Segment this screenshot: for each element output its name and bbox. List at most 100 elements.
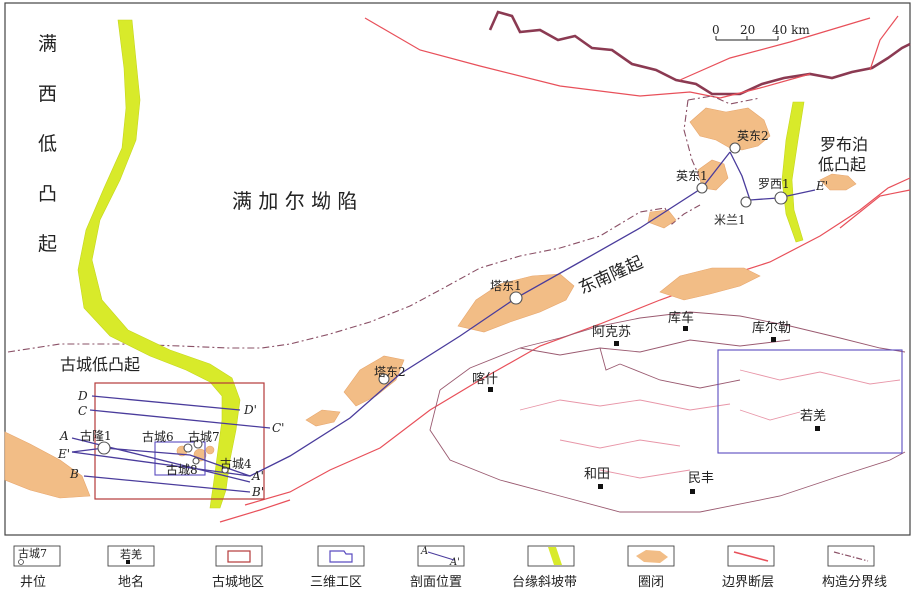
slope-belt-east [781,101,805,243]
svg-text:英东2: 英东2 [737,129,769,143]
well-luoxi1 [774,191,788,205]
svg-text:B: B [69,467,79,481]
svg-text:A: A [59,429,69,443]
svg-text:A': A' [449,557,460,568]
svg-text:库尔勒: 库尔勒 [752,320,791,336]
trap-east-small [647,209,677,229]
well-labels: 英东2 英东1 罗西1 米兰1 塔东1 塔东2 古隆1 古城6 古城7 古城8 … [80,129,790,477]
svg-text:圈闭: 圈闭 [638,575,664,590]
svg-text:凸: 凸 [38,183,57,205]
svg-text:地名: 地名 [118,574,144,590]
svg-text:古城4: 古城4 [220,456,252,471]
svg-text:古城8: 古城8 [166,462,198,477]
svg-text:台缘斜坡带: 台缘斜坡带 [512,575,577,590]
svg-text:若羌: 若羌 [800,408,826,424]
well-milan1 [740,196,752,208]
gucheng-area-box [94,382,265,500]
svg-text:库车: 库车 [668,310,694,326]
svg-text:边界断层: 边界断层 [722,575,774,590]
well-gucheng4 [221,466,229,474]
place-labels: 阿克苏 库车 库尔勒 喀什 若羌 和田 民丰 [472,310,826,486]
legend-trap: 圈闭 [627,545,675,590]
svg-text:古城7: 古城7 [18,547,47,560]
luobupo-label-2: 低凸起 [818,155,866,174]
svg-text:塔东1: 塔东1 [490,279,522,293]
svg-text:喀什: 喀什 [472,371,498,387]
slope-belt-west [77,19,241,509]
well-gucheng8 [192,457,200,465]
legend-slope: 台缘斜坡带 [512,545,577,590]
trap-southwest [4,431,91,499]
gucheng-low-label: 古城低凸起 [60,355,140,374]
traps [4,107,857,499]
well-gucheng7 [193,439,203,449]
dongnan-label: 东南隆起 [576,253,646,299]
manjiaer-label: 满 加 尔 坳 陷 [232,189,357,213]
svg-text:古隆1: 古隆1 [80,428,112,443]
trap-west [305,409,341,427]
svg-text:三维工区: 三维工区 [310,575,362,590]
svg-text:起: 起 [38,233,57,255]
svg-text:C': C' [272,421,284,435]
svg-text:古城地区: 古城地区 [212,575,264,590]
svg-text:D': D' [243,403,257,417]
well-yingdong1 [696,182,708,194]
well-gulong1 [97,441,111,455]
legend: 古城7 井位 若羌 地名 古城地区 三维工区 A A' 剖 [13,545,887,590]
trap-gucheng-3 [205,445,215,455]
legend-fault: 边界断层 [722,545,775,590]
legend-3d-area: 三维工区 [310,545,365,590]
svg-text:40 km: 40 km [772,23,810,37]
svg-text:20: 20 [740,23,755,37]
boundary-faults [219,15,911,523]
svg-text:古城7: 古城7 [188,429,220,444]
svg-text:西: 西 [38,83,57,105]
3d-area-ruoqiang [717,349,903,454]
well-tadong2 [378,373,390,385]
svg-text:构造分界线: 构造分界线 [822,575,887,590]
trap-luobupo [819,173,857,191]
scale-bar: 0 20 40 km [712,23,810,41]
svg-text:井位: 井位 [20,575,46,590]
svg-text:A: A [420,546,428,557]
svg-text:0: 0 [712,23,720,37]
place-markers [488,326,820,494]
svg-text:剖面位置: 剖面位置 [410,575,462,590]
svg-text:英东1: 英东1 [676,169,708,183]
svg-text:民丰: 民丰 [688,471,714,486]
svg-text:E': E' [815,179,828,193]
section-endpoint-labels: D C A E' B D' C' A' B' E' [57,179,828,499]
svg-text:阿克苏: 阿克苏 [592,324,631,340]
svg-text:A': A' [251,469,264,483]
inner-faults [519,369,901,479]
svg-text:塔东2: 塔东2 [374,365,406,379]
svg-text:米兰1: 米兰1 [714,213,746,227]
well-tadong1 [509,291,523,305]
svg-text:低: 低 [38,133,57,155]
trap-dongnan [659,267,761,301]
legend-section: A A' 剖面位置 [410,545,465,590]
svg-text:若羌: 若羌 [120,548,142,561]
svg-text:罗西1: 罗西1 [758,177,790,191]
trap-tadong2 [343,355,405,407]
well-gucheng6 [183,443,193,453]
luobupo-label-1: 罗布泊 [820,135,868,154]
national-border [488,10,911,96]
svg-text:C: C [78,404,87,418]
svg-text:古城6: 古城6 [142,429,174,444]
svg-text:E': E' [57,447,70,461]
wells [97,142,788,474]
section-lines [71,151,816,493]
svg-text:和田: 和田 [584,467,610,482]
legend-well: 古城7 井位 [13,545,61,590]
svg-text:D: D [77,389,88,403]
map-frame [4,2,911,536]
manxi-label: 满 西 低 凸 起 [38,33,57,255]
legend-gucheng-area: 古城地区 [212,545,264,590]
svg-text:满: 满 [38,33,57,55]
legend-place: 若羌 地名 [107,545,155,590]
basin-outline [429,311,906,513]
well-yingdong2 [729,142,741,154]
legend-tectonic: 构造分界线 [822,545,887,590]
